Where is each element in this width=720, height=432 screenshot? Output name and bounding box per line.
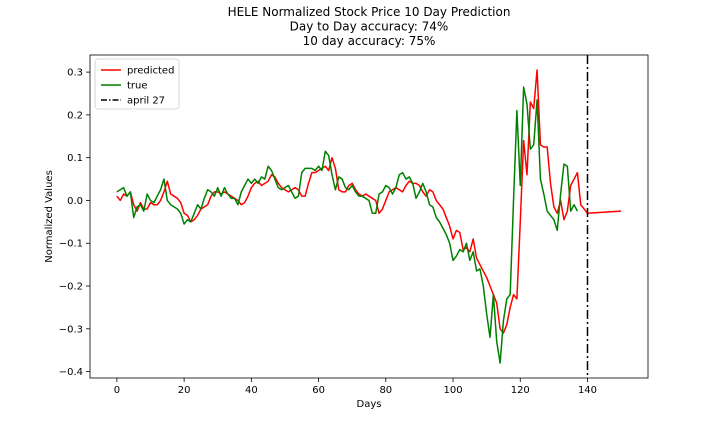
legend-label: april 27 — [127, 96, 165, 107]
x-tick-label: 140 — [578, 385, 597, 396]
y-axis-label: Normalized Values — [44, 170, 55, 263]
legend: predicted true april 27 — [94, 58, 180, 110]
legend-label: predicted — [127, 66, 174, 77]
chart-title-line: Day to Day accuracy: 74% — [290, 20, 449, 34]
legend-box — [94, 58, 180, 110]
x-axis-label: Days — [357, 399, 382, 410]
x-tick-label: 100 — [443, 385, 462, 396]
series-line-true — [116, 86, 579, 364]
y-tick-label: 0.3 — [67, 68, 83, 79]
chart-title: HELE Normalized Stock Price 10 Day Predi… — [228, 5, 511, 48]
chart-title-line: HELE Normalized Stock Price 10 Day Predi… — [228, 5, 511, 19]
plot-frame — [89, 54, 649, 379]
x-tick-label: 40 — [245, 385, 258, 396]
y-tick-label: 0.2 — [67, 110, 83, 121]
x-tick-label: 20 — [178, 385, 191, 396]
series-group — [116, 55, 622, 378]
y-tick-label: −0.3 — [59, 324, 83, 335]
y-axis: −0.4 −0.3 −0.2 −0.1 0.0 0.1 0.2 0.3 — [59, 68, 90, 378]
y-tick-label: −0.1 — [59, 239, 83, 250]
legend-label: true — [127, 81, 148, 92]
series-line-predicted — [116, 69, 622, 334]
x-tick-label: 80 — [379, 385, 392, 396]
y-tick-label: −0.4 — [59, 367, 83, 378]
y-tick-label: −0.2 — [59, 282, 83, 293]
x-tick-label: 120 — [511, 385, 530, 396]
x-tick-label: 0 — [114, 385, 120, 396]
y-tick-label: 0.0 — [67, 196, 83, 207]
x-axis: 0 20 40 60 80 100 120 140 — [114, 378, 597, 396]
chart-title-line: 10 day accuracy: 75% — [303, 34, 436, 48]
plot-area — [89, 54, 649, 379]
y-tick-label: 0.1 — [67, 153, 83, 164]
x-tick-label: 60 — [312, 385, 325, 396]
